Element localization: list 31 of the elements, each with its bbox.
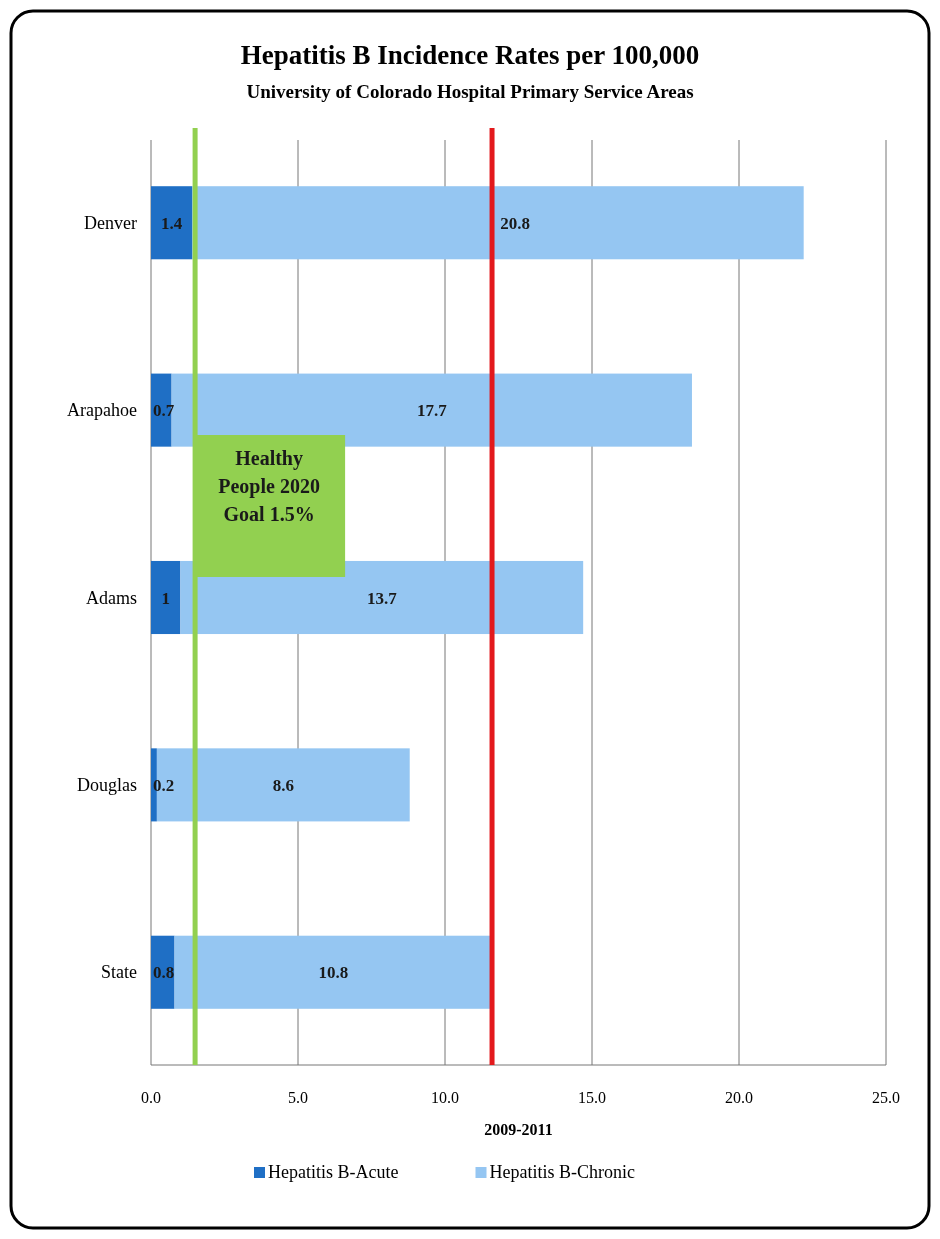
x-tick-label: 25.0 [872, 1089, 900, 1106]
data-label: 0.8 [153, 963, 175, 983]
y-tick-label: Denver [84, 212, 137, 233]
bar [151, 186, 193, 260]
x-tick-label: 10.0 [431, 1089, 459, 1106]
y-tick-label: State [101, 962, 137, 983]
data-label: 8.6 [272, 775, 294, 795]
data-label: 20.8 [500, 213, 530, 233]
data-label: 10.8 [318, 963, 349, 983]
bar [151, 560, 181, 635]
data-label: 1.4 [160, 213, 183, 233]
bar [192, 186, 804, 260]
y-tick-label: Arapahoe [67, 400, 137, 421]
data-label: 13.7 [366, 588, 398, 608]
x-tick-label: 5.0 [288, 1089, 308, 1106]
legend-label: Hepatitis B-Acute [268, 1162, 399, 1182]
chart-subtitle: University of Colorado Hospital Primary Service Areas [246, 81, 694, 102]
x-axis-title: 2009-2011 [484, 1121, 553, 1138]
bar [174, 935, 493, 1009]
y-tick-label: Douglas [77, 774, 137, 795]
legend-label: Hepatitis B-Chronic [489, 1162, 635, 1182]
data-label: 0.2 [153, 775, 175, 795]
x-tick-label: 20.0 [725, 1089, 753, 1106]
data-label: 1 [161, 588, 170, 608]
bar [151, 935, 175, 1009]
chart-title: Hepatitis B Incidence Rates per 100,000 [240, 40, 700, 70]
y-tick-label: Adams [86, 587, 137, 608]
ref-line-label: Healthy People 2020 Goal 1.5% [218, 447, 320, 525]
x-tick-label: 15.0 [578, 1089, 606, 1106]
x-tick-label: 0.0 [141, 1089, 161, 1106]
data-label: 17.7 [416, 401, 448, 421]
